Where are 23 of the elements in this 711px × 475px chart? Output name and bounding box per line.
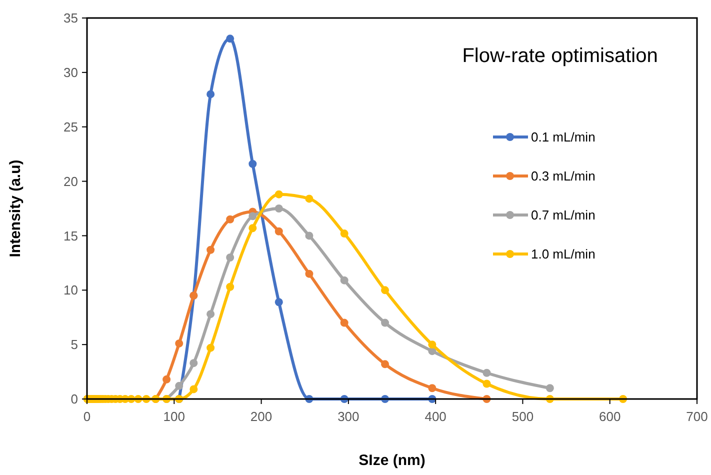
x-tick-label: 200 — [250, 409, 272, 424]
x-tick-label: 0 — [83, 409, 91, 424]
x-tick-label: 500 — [512, 409, 534, 424]
y-tick-label: 25 — [64, 119, 78, 134]
text: Flow-rate optimisation — [462, 45, 658, 67]
y-tick-label: 35 — [64, 10, 78, 26]
y-tick-label: 30 — [64, 64, 78, 80]
x-tick-label: 100 — [163, 409, 185, 424]
y-tick-label: 10 — [64, 282, 78, 298]
x-tick-label: 300 — [338, 409, 360, 424]
x-tick-label: 400 — [424, 409, 446, 424]
x-tick-label: 600 — [599, 409, 621, 424]
x-axis-title: SIze (nm) — [358, 452, 426, 469]
y-tick-label: 20 — [64, 174, 78, 189]
legend-label: 0.3 mL/min — [531, 168, 596, 184]
legend-label: 0.1 mL/min — [531, 130, 596, 145]
y-tick-label: 5 — [70, 337, 78, 352]
legend-label: 0.7 mL/min — [531, 208, 596, 223]
y-axis-title: Intensity (a.u) — [7, 160, 24, 258]
y-tick-label: 15 — [64, 228, 78, 244]
x-tick-label: 700 — [686, 409, 708, 424]
legend-label: 1.0 mL/min — [531, 246, 596, 262]
y-tick-label: 0 — [70, 392, 78, 407]
